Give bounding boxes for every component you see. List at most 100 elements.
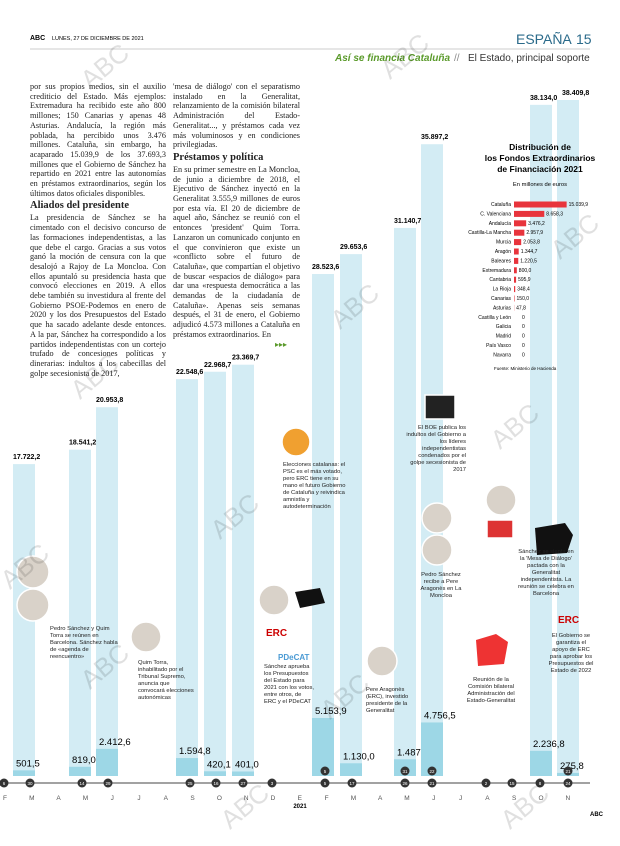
monthly-label: 2.412,6 <box>99 737 131 748</box>
value-label: 1.220,5 <box>520 258 537 264</box>
cumulative-bar <box>557 100 579 776</box>
day-marker <box>347 778 357 788</box>
monthly-bar <box>13 770 35 776</box>
month-label: J <box>432 795 435 802</box>
day-label: 5 <box>324 781 327 786</box>
category-label: Canarias <box>491 296 512 302</box>
day-label: 30 <box>27 781 33 786</box>
category-label: Murcia <box>496 240 511 246</box>
cumulative-label: 20.953,8 <box>96 397 123 404</box>
map-icon <box>476 634 508 666</box>
day-marker <box>563 766 573 776</box>
cumulative-bar <box>340 254 362 777</box>
monthly-bar <box>204 771 226 776</box>
month-label: A <box>56 795 61 802</box>
monthly-label: 420,1 <box>207 759 231 770</box>
day-label: 21 <box>565 769 571 774</box>
value-label: 47,8 <box>516 305 526 311</box>
day-marker <box>563 778 573 788</box>
value-label: 3.476,2 <box>528 221 545 227</box>
day-marker <box>77 778 87 788</box>
paragraph: En su primer semestre en La Moncloa, de … <box>173 164 300 339</box>
day-marker <box>25 778 35 788</box>
monthly-bar <box>312 718 334 776</box>
monthly-label: 2.236,8 <box>533 739 565 750</box>
day-marker <box>238 778 248 788</box>
cumulative-label: 22.968,7 <box>204 362 231 369</box>
category-label: Asturias <box>493 305 512 311</box>
bar <box>514 210 545 217</box>
category-label: Navarra <box>493 352 511 358</box>
month-label: O <box>538 795 543 802</box>
bar <box>514 239 522 246</box>
timeline-bars: 17.722,2 18.541,2 20.953,8 22.548,622.968,7… <box>13 90 589 777</box>
year-label: 2021 <box>293 804 307 810</box>
day-label: 17 <box>349 781 355 786</box>
day-marker <box>320 766 330 776</box>
day-label: 24 <box>565 781 571 786</box>
day-label: 2 <box>485 781 488 786</box>
kicker: Así se financia Cataluña <box>334 53 450 64</box>
monthly-label: 275,8 <box>560 761 584 772</box>
bar <box>514 248 519 255</box>
day-marker <box>400 778 410 788</box>
heading: Préstamos y política <box>173 151 264 163</box>
month-label: F <box>3 795 7 802</box>
party-logo: PDeCAT <box>278 653 310 662</box>
day-marker <box>400 766 410 776</box>
photo <box>421 502 453 534</box>
value-label: 0 <box>522 334 525 340</box>
bar <box>514 276 517 283</box>
monthly-label: 1.487,1 <box>397 747 429 758</box>
monthly-bar <box>421 722 443 776</box>
photo <box>366 645 398 677</box>
value-label: 0 <box>522 343 525 349</box>
cumulative-label: 38.409,8 <box>562 90 589 97</box>
day-label: 29 <box>105 781 111 786</box>
monthly-bar <box>69 766 91 776</box>
day-marker <box>535 778 545 788</box>
cumulative-bar <box>421 144 443 776</box>
day-label: 16 <box>213 781 219 786</box>
month-label: A <box>378 795 383 802</box>
category-label: Cataluña <box>491 202 511 208</box>
month-label: E <box>298 795 303 802</box>
photo <box>421 534 453 566</box>
cumulative-label: 28.523,6 <box>312 264 339 271</box>
monthly-label: 501,5 <box>16 758 40 769</box>
paragraph: por sus propios medios, sin el auxilio c… <box>30 82 166 198</box>
bar <box>514 229 525 236</box>
cumulative-bar <box>176 379 198 776</box>
annotation: Pedro Sánchez recibe a Pere Aragonès en … <box>420 572 462 599</box>
day-marker <box>320 778 330 788</box>
annotation: Pere Aragonès (ERC), investido president… <box>366 687 409 714</box>
monthly-bar <box>340 763 362 776</box>
monthly-label: 4.756,5 <box>424 710 456 721</box>
chart-source: Fuente: Ministerio de Hacienda <box>494 366 557 371</box>
category-label: Aragón <box>495 249 511 255</box>
separator: // <box>454 53 460 64</box>
category-label: Madrid <box>496 334 512 340</box>
value-label: 150,0 <box>517 296 530 302</box>
cumulative-bar <box>232 364 254 776</box>
watermark: ABC <box>375 27 435 84</box>
photo <box>485 484 517 516</box>
day-marker <box>481 778 491 788</box>
bars-icon <box>424 394 456 420</box>
month-label: F <box>325 795 329 802</box>
cumulative-label: 17.722,2 <box>13 454 40 461</box>
cumulative-label: 29.653,6 <box>340 244 367 251</box>
value-label: 0 <box>522 324 525 330</box>
day-marker <box>427 778 437 788</box>
paragraph: 'mesa de diálogo' con el separatismo ins… <box>173 82 300 150</box>
category-label: País Vasco <box>486 343 511 349</box>
day-marker <box>267 778 277 788</box>
annotation: El Gobierno se garantiza el apoyo de ERC… <box>548 633 594 674</box>
watermark: ABC <box>215 777 275 834</box>
annotation: Reunión de la Comisión bilateral Adminis… <box>466 677 516 704</box>
continues-marker: ▸▸▸ <box>275 339 288 349</box>
day-label: 26 <box>402 781 408 786</box>
month-label: S <box>190 795 195 802</box>
cumulative-bar <box>13 464 35 776</box>
